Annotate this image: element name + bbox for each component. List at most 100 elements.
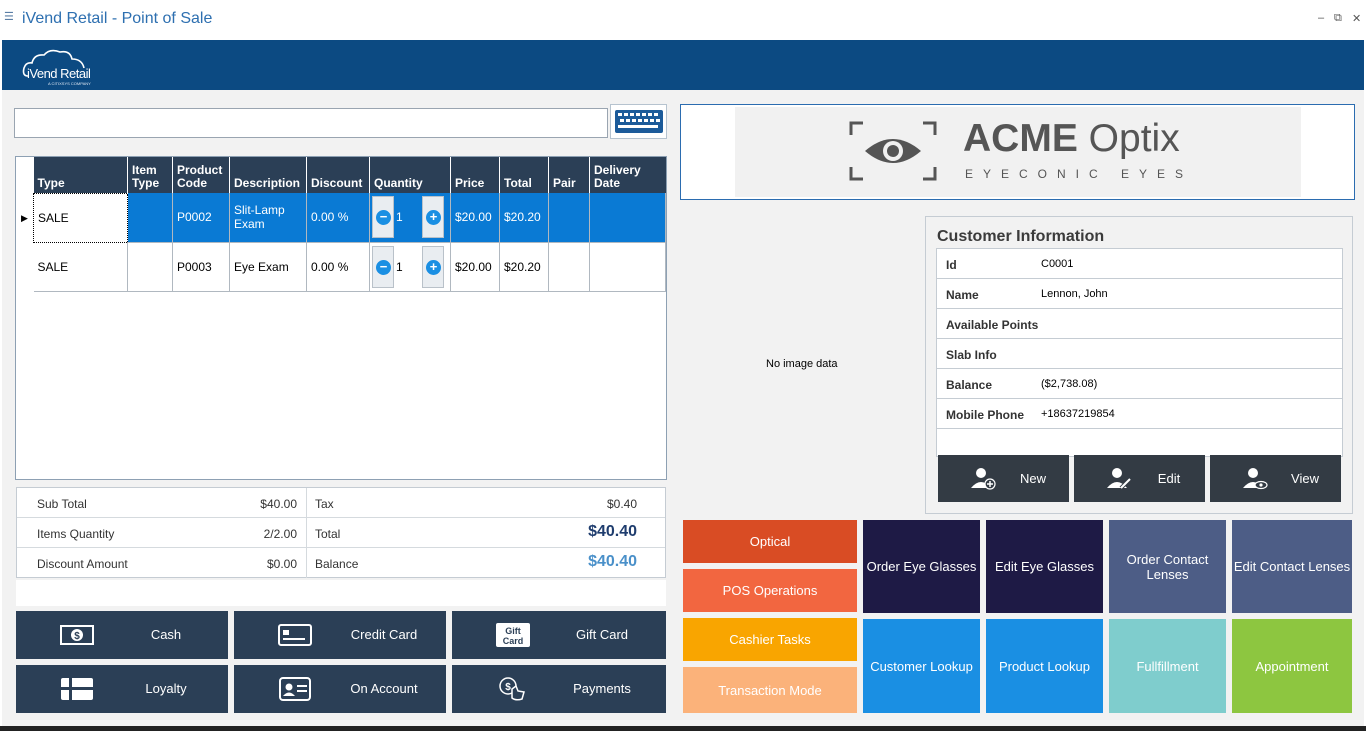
cell-price[interactable]: $20.00 [450,242,500,292]
tile-customer-lookup[interactable]: Customer Lookup [863,619,980,713]
customer-field-row: Balance ($2,738.08) [937,369,1342,399]
col-description[interactable]: Description [229,157,307,193]
col-item-type[interactable]: Item Type [127,157,173,193]
plus-icon: + [426,259,441,275]
col-total[interactable]: Total [499,157,549,193]
tile-order-contact-lenses[interactable]: Order Contact Lenses [1109,520,1226,613]
cash-button[interactable]: $ Cash [16,611,228,659]
cell-quantity: −1 + [369,193,451,243]
col-discount[interactable]: Discount [306,157,370,193]
col-product-code[interactable]: Product Code [172,157,230,193]
cell-type[interactable]: SALE [33,192,128,243]
cell-description[interactable]: Eye Exam [229,242,307,292]
menu-optical[interactable]: Optical [683,520,857,563]
new-customer-button[interactable]: New [938,455,1069,502]
cell-description[interactable]: Slit-Lamp Exam [229,193,307,243]
subtotal-label: Sub Total [37,497,87,511]
logo-subtext: A CITIXSYS COMPANY [48,81,91,86]
loyalty-button[interactable]: Loyalty [16,665,228,713]
gift-card-button[interactable]: Gift Card Gift Card [452,611,666,659]
minimize-icon[interactable]: – [1318,12,1325,24]
decrease-qty-button[interactable]: − [372,245,394,288]
customer-field-row: Mobile Phone +18637219854 [937,399,1342,429]
cell-discount[interactable]: 0.00 % [306,242,370,292]
cell-delivery[interactable] [589,193,666,243]
on-account-label: On Account [350,681,418,696]
cash-icon: $ [60,625,94,645]
window-title: iVend Retail - Point of Sale [22,10,213,27]
col-quantity[interactable]: Quantity [369,157,451,193]
customer-field-row: Slab Info [937,339,1342,369]
app-header: iVend Retail A CITIXSYS COMPANY [2,40,1364,90]
qty-value[interactable]: 1 [396,210,403,225]
tile-appointment[interactable]: Appointment [1232,619,1352,713]
cash-label: Cash [150,627,182,642]
svg-text:$: $ [74,631,80,642]
close-icon[interactable]: ✕ [1352,13,1362,25]
on-account-button[interactable]: On Account [234,665,446,713]
total-value: $40.40 [588,523,637,540]
add-user-icon [971,468,996,490]
col-delivery-date[interactable]: Delivery Date [589,157,666,193]
cell-item-type[interactable] [127,193,173,243]
table-row[interactable]: SALE P0003 Eye Exam 0.00 % −1 + $20.00 $2… [33,242,666,292]
field-label: Slab Info [946,348,997,362]
tile-edit-eye-glasses[interactable]: Edit Eye Glasses [986,520,1103,613]
decrease-qty-button[interactable]: − [372,196,394,239]
app-icon: ☰ [4,11,14,23]
acme-brand-name: ACME Optix [963,117,1180,161]
restore-icon[interactable]: ⧉ [1334,12,1342,24]
total-label: Total [315,527,341,541]
image-placeholder: No image data [766,358,838,370]
totals-row: Sub Total $40.00 Tax $0.40 [17,488,665,518]
items-grid: Type Item Type Product Code Description … [15,156,667,480]
cell-pair[interactable] [548,193,590,243]
col-type[interactable]: Type [33,157,128,193]
table-row[interactable]: SALE P0002 Slit-Lamp Exam 0.00 % −1 + $20… [33,192,666,243]
search-input[interactable] [14,108,608,138]
col-pair[interactable]: Pair [548,157,590,193]
tile-fulfillment[interactable]: Fullfillment [1109,619,1226,713]
menu-pos-operations[interactable]: POS Operations [683,569,857,612]
cell-pair[interactable] [548,242,590,292]
brand-light: Optix [1077,117,1180,160]
cell-discount[interactable]: 0.00 % [306,193,370,243]
menu-cashier-tasks[interactable]: Cashier Tasks [683,618,857,661]
cell-delivery[interactable] [589,242,666,292]
cell-code[interactable]: P0003 [172,242,230,292]
cell-quantity: −1 + [369,242,451,292]
cell-item-type[interactable] [127,242,173,292]
menu-transaction-mode[interactable]: Transaction Mode [683,667,857,713]
cell-total[interactable]: $20.20 [499,193,549,243]
increase-qty-button[interactable]: + [422,196,444,239]
credit-card-button[interactable]: Credit Card [234,611,446,659]
view-customer-button[interactable]: View [1210,455,1341,502]
view-label: View [1291,471,1319,486]
edit-customer-button[interactable]: Edit [1074,455,1205,502]
discount-amount-value: $0.00 [266,557,297,571]
discount-amount-label: Discount Amount [37,557,128,571]
customer-field-row: Available Points [937,309,1342,339]
field-label: Id [946,258,957,272]
cell-total[interactable]: $20.20 [499,242,549,292]
payments-button[interactable]: $ Payments [452,665,666,713]
field-label: Name [946,288,979,302]
gift-card-label: Gift Card [575,627,628,642]
brand-banner: ACME Optix EYECONIC EYES [680,104,1355,200]
tile-order-eye-glasses[interactable]: Order Eye Glasses [863,520,980,613]
cell-type[interactable]: SALE [33,242,128,292]
tile-edit-contact-lenses[interactable]: Edit Contact Lenses [1232,520,1352,613]
increase-qty-button[interactable]: + [422,245,444,288]
qty-value[interactable]: 1 [396,259,403,274]
tile-product-lookup[interactable]: Product Lookup [986,619,1103,713]
svg-text:Gift: Gift [505,626,521,636]
cell-price[interactable]: $20.00 [450,193,500,243]
cell-code[interactable]: P0002 [172,193,230,243]
logo-text: iVend Retail [27,66,91,81]
svg-text:Card: Card [503,636,524,646]
totals-row: Items Quantity 2/2.00 Total $40.40 [17,518,665,548]
col-price[interactable]: Price [450,157,500,193]
minus-icon: − [376,259,391,275]
keyboard-button[interactable] [610,104,667,139]
